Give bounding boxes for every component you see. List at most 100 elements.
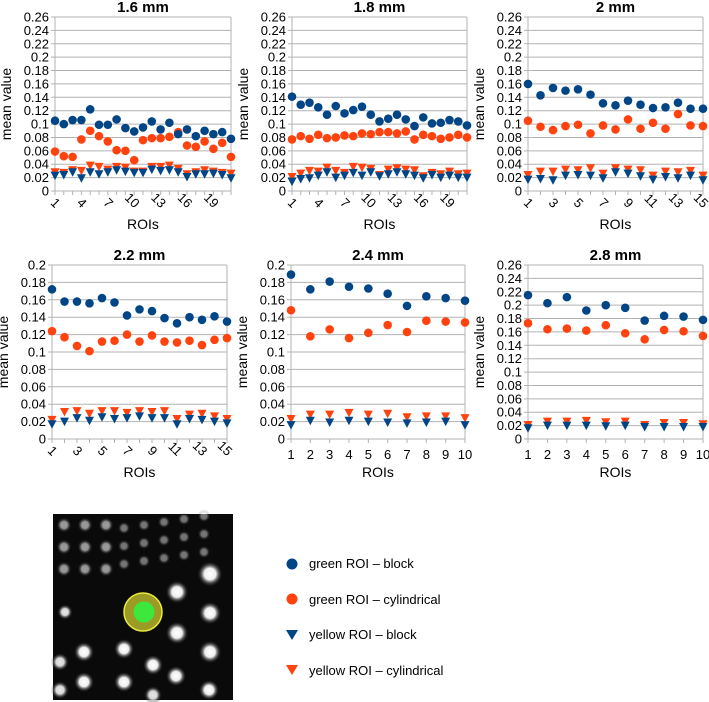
bright-spot [137,518,151,532]
data-point-circle [698,104,708,113]
y-tick-label: 0.1 [28,345,46,360]
y-tick-label: 0.06 [497,391,522,406]
y-tick-label: 0.2 [31,50,49,65]
x-tick-label: 3 [546,195,562,211]
data-point-circle [185,336,194,345]
data-point-triangle [348,162,358,172]
data-point-circle [375,117,384,126]
data-point-circle [286,270,296,279]
data-point-circle [156,133,165,143]
y-tick-label: 0.02 [24,170,49,185]
data-point-triangle [226,169,236,179]
legend-item-green-block: green ROI – block [284,546,443,582]
data-point-triangle [68,168,78,177]
data-point-circle [121,146,130,156]
data-point-triangle [286,421,296,430]
bright-spot [197,545,211,559]
data-point-triangle [110,407,119,416]
bright-spot [50,680,70,700]
y-tick-label: 0.08 [260,362,285,377]
x-tick-label: 7 [337,195,353,211]
data-point-circle [59,119,69,129]
bright-spot [157,515,171,529]
bright-spot [77,539,93,555]
y-axis-label: mean value [235,68,251,141]
bright-spot [143,685,163,702]
data-point-triangle [340,171,349,181]
bright-spot [142,654,164,676]
data-point-circle [147,306,157,316]
data-point-circle [172,338,182,347]
x-axis-label: ROIs [124,464,156,480]
data-point-circle [357,102,367,111]
y-tick-label: 0.26 [497,10,522,25]
data-point-circle [77,115,86,125]
data-point-circle [200,126,209,136]
data-point-triangle [210,412,219,421]
data-point-circle [222,317,232,326]
y-axis-label: mean value [471,316,487,389]
data-point-triangle [453,173,463,183]
data-point-triangle [305,416,315,426]
data-point-circle [620,303,630,313]
bright-spot [198,601,222,625]
data-point-circle [392,110,402,120]
data-point-triangle [441,412,451,421]
data-point-triangle [72,407,82,416]
data-point-circle [85,105,95,114]
data-point-circle [561,121,570,131]
data-point-circle [460,296,470,305]
y-tick-label: 0.06 [261,143,286,158]
data-point-circle [536,91,545,100]
data-point-circle [536,122,545,132]
data-point-circle [313,130,323,140]
x-tick-label: 2 [544,447,551,462]
chart-title: 2.4 mm [352,247,404,264]
x-tick-label: 2 [307,447,314,462]
y-tick-label: 0.02 [260,414,285,429]
x-tick-label: 13 [190,438,211,459]
x-tick-label: 5 [365,447,372,462]
data-point-triangle [421,412,431,421]
data-point-circle [364,328,373,338]
data-point-circle [121,123,130,133]
chart-3: 0 0.02 0.04 0.06 0.08 0.1 0.12 0.14 0.16 0.18 0.2 1… [0,247,235,480]
bright-spot [77,561,93,577]
data-point-triangle [383,418,393,427]
data-point-triangle [581,421,591,431]
data-point-circle [340,131,349,140]
bright-spot [117,557,131,571]
data-point-circle [348,105,358,115]
data-point-triangle [322,168,332,177]
y-tick-label: 0.06 [260,379,285,394]
data-point-circle [322,110,332,120]
legend-label: yellow ROI – cylindrical [309,662,444,678]
bright-spot [177,530,191,544]
y-tick-label: 0.2 [504,50,522,65]
data-point-circle [582,306,591,315]
y-tick-label: 0.04 [261,157,286,172]
data-point-triangle [698,176,708,185]
data-point-circle [636,100,645,109]
data-point-triangle [147,165,157,175]
data-point-circle [103,137,113,146]
data-point-circle [445,133,454,142]
y-tick-label: 0.22 [497,284,522,299]
data-point-circle [383,320,392,330]
y-tick-label: 0.16 [497,324,522,339]
data-point-circle [110,298,119,307]
y-tick-label: 0 [278,432,285,447]
y-tick-label: 0.12 [24,103,49,118]
data-point-circle [217,127,227,137]
data-point-circle [305,98,314,107]
data-point-triangle [172,414,182,424]
data-point-circle [586,90,595,99]
x-tick-label: 9 [621,195,637,211]
data-point-circle [401,127,411,136]
data-point-circle [59,151,69,161]
x-tick-label: 10 [696,447,709,462]
x-tick-label: 1 [524,447,531,462]
data-point-triangle [185,410,194,420]
data-point-triangle [673,168,683,177]
data-point-circle [383,114,393,124]
